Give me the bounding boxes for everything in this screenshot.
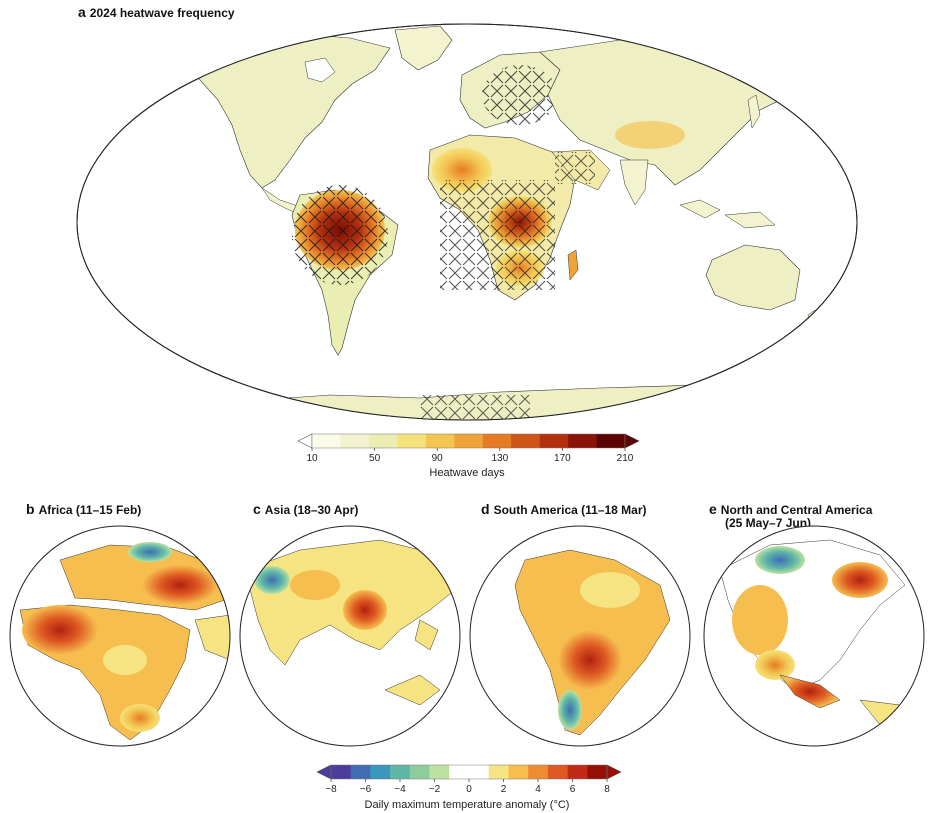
colorbar-heatwave-swatch	[454, 434, 484, 448]
panel-d-title: d South America (11–18 Mar)	[481, 501, 647, 517]
panel-a-title-text: 2024 heatwave frequency	[89, 6, 235, 20]
colorbar-anomaly-extend-high	[606, 764, 622, 780]
colorbar-heatwave-swatch	[425, 434, 455, 448]
panel-e-subtitle: (25 May–7 Jun)	[725, 516, 812, 530]
north-america	[184, 33, 391, 189]
colorbar-heatwave-swatch	[397, 434, 427, 448]
colorbar-heatwave-tick-label: 210	[617, 453, 634, 464]
colorbar-heatwave-extend-low	[297, 433, 313, 449]
colorbar-anomaly-swatch	[488, 765, 509, 779]
globe-africa	[9, 525, 231, 747]
colorbar-anomaly-swatch	[508, 765, 529, 779]
colorbar-anomaly-swatch	[429, 765, 450, 779]
colorbar-heatwave-tick-label: 170	[554, 453, 571, 464]
colorbar-anomaly-swatch	[449, 765, 470, 779]
colorbar-heatwave: 10 50 90 130 170 210	[297, 433, 640, 464]
colorbar-anomaly-tick-label: 6	[570, 784, 576, 795]
panel-e-title-text: North and Central America	[720, 503, 873, 517]
colorbar-heatwave-swatch	[596, 434, 626, 448]
colorbar-anomaly-swatch	[567, 765, 588, 779]
colorbar-heatwave-tick-label: 130	[491, 453, 508, 464]
colorbar-anomaly-swatch	[547, 765, 568, 779]
panel-c-letter: c	[253, 501, 261, 517]
colorbar-anomaly-tick-label: −2	[429, 784, 441, 795]
colorbar-heatwave-swatch	[539, 434, 569, 448]
colorbar-heatwave-frame	[311, 433, 626, 449]
panel-b-letter: b	[26, 501, 35, 517]
panel-a-title: a 2024 heatwave frequency	[78, 4, 235, 20]
colorbar-anomaly-tick-label: 0	[466, 784, 472, 795]
colorbar-anomaly-swatch	[331, 765, 352, 779]
panel-c-title-text: Asia (18–30 Apr)	[264, 503, 359, 517]
colorbar-anomaly-label: Daily maximum temperature anomaly (°C)	[365, 799, 570, 811]
colorbar-heatwave-swatch	[511, 434, 540, 448]
colorbar-anomaly-swatch	[587, 765, 608, 779]
colorbar-anomaly-swatch	[469, 765, 490, 779]
panel-b-title: b Africa (11–15 Feb)	[26, 501, 141, 517]
colorbar-heatwave-swatch	[340, 434, 370, 448]
colorbar-heatwave-swatch	[312, 434, 341, 448]
panel-c-title: c Asia (18–30 Apr)	[253, 501, 358, 517]
colorbar-anomaly-swatch	[528, 765, 549, 779]
colorbar-heatwave-tick-label: 90	[432, 453, 444, 464]
colorbar-heatwave-tick-label: 10	[306, 453, 318, 464]
panel-e-title: e North and Central America	[709, 501, 872, 517]
colorbar-anomaly-swatch	[370, 765, 391, 779]
colorbar-anomaly: −8 −6 −4 −2 0 2 4 6 8	[316, 764, 622, 795]
colorbar-anomaly-tick-label: −8	[325, 784, 337, 795]
colorbar-heatwave-swatch	[482, 434, 512, 448]
colorbar-anomaly-tick-label: 2	[501, 784, 507, 795]
world-map	[76, 23, 858, 421]
australia	[705, 244, 801, 311]
globe-asia	[239, 525, 461, 747]
colorbar-anomaly-tick-label: 4	[535, 784, 541, 795]
greenland	[394, 25, 453, 71]
panel-d-title-text: South America (11–18 Mar)	[493, 503, 647, 517]
colorbar-anomaly-tick-label: 8	[604, 784, 610, 795]
colorbar-anomaly-swatch	[350, 765, 371, 779]
colorbar-anomaly-tick-label: −4	[394, 784, 406, 795]
globe-south-america	[469, 525, 691, 747]
panel-a-letter: a	[78, 4, 86, 20]
colorbar-anomaly-swatch	[390, 765, 411, 779]
globe-north-america	[703, 525, 925, 747]
colorbar-heatwave-swatch	[368, 434, 398, 448]
colorbar-heatwave-label: Heatwave days	[429, 467, 505, 479]
colorbar-anomaly-tick-label: −6	[360, 784, 372, 795]
panel-e-letter: e	[709, 501, 717, 517]
colorbar-anomaly-extend-low	[316, 764, 332, 780]
colorbar-anomaly-swatch	[409, 765, 430, 779]
panel-d-letter: d	[481, 501, 490, 517]
colorbar-heatwave-swatch	[568, 434, 597, 448]
colorbar-heatwave-tick-label: 50	[369, 453, 381, 464]
colorbar-heatwave-extend-high	[624, 433, 640, 449]
panel-b-title-text: Africa (11–15 Feb)	[38, 503, 142, 517]
